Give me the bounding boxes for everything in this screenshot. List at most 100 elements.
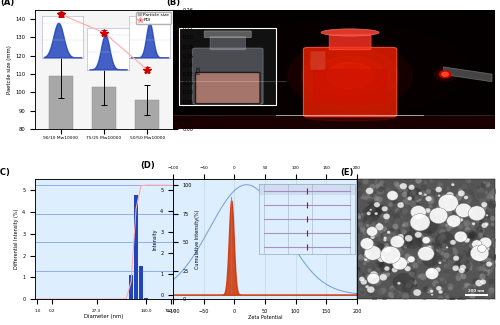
Point (426, 237, 434, 242)
Point (477, 228, 485, 233)
Point (456, 296, 464, 301)
Ellipse shape (434, 67, 456, 82)
Point (412, 231, 420, 236)
Point (444, 263, 452, 268)
Point (418, 190, 426, 196)
Circle shape (431, 294, 433, 296)
Circle shape (438, 194, 458, 212)
Point (393, 217, 401, 222)
Point (424, 211, 432, 216)
Point (393, 291, 401, 296)
Point (392, 290, 400, 295)
Point (415, 279, 423, 284)
Point (478, 233, 486, 239)
Circle shape (413, 289, 421, 296)
Point (365, 216, 373, 222)
Point (452, 201, 460, 206)
Point (366, 186, 374, 191)
Point (386, 248, 394, 253)
Ellipse shape (316, 56, 385, 95)
Point (399, 222, 407, 227)
Point (354, 181, 362, 186)
Point (400, 280, 408, 285)
Point (484, 199, 492, 204)
Point (356, 221, 364, 226)
Point (404, 200, 411, 205)
Point (435, 237, 443, 242)
Point (424, 194, 432, 200)
Point (466, 220, 474, 225)
Point (465, 286, 473, 291)
Point (392, 246, 400, 252)
Circle shape (464, 238, 469, 243)
Point (463, 238, 471, 243)
Point (378, 262, 386, 267)
Point (394, 247, 402, 252)
Circle shape (476, 280, 483, 286)
Point (414, 195, 422, 200)
Point (442, 267, 450, 272)
Point (482, 219, 490, 224)
Circle shape (436, 267, 440, 272)
Point (480, 267, 488, 273)
Point (432, 193, 440, 198)
Point (366, 290, 374, 295)
Point (438, 257, 446, 262)
Circle shape (370, 209, 372, 211)
Circle shape (364, 258, 367, 261)
Point (360, 217, 368, 223)
Circle shape (436, 286, 442, 291)
Point (406, 227, 414, 233)
Point (383, 279, 391, 284)
Point (485, 215, 493, 221)
Point (460, 253, 468, 258)
Point (432, 265, 440, 270)
FancyBboxPatch shape (180, 28, 276, 105)
Point (482, 206, 490, 212)
Point (433, 282, 441, 287)
Point (484, 257, 492, 262)
Point (392, 186, 400, 191)
Point (399, 228, 407, 233)
Point (444, 200, 452, 205)
Point (388, 230, 396, 235)
Point (444, 185, 452, 190)
Point (382, 267, 390, 273)
Point (486, 288, 494, 293)
Circle shape (459, 218, 463, 222)
Point (425, 231, 433, 236)
Point (462, 220, 469, 226)
Point (358, 290, 366, 295)
Point (354, 219, 362, 225)
Point (430, 274, 438, 279)
Point (432, 268, 440, 273)
Point (384, 271, 392, 277)
Point (390, 199, 398, 204)
Circle shape (376, 223, 384, 230)
Circle shape (438, 290, 442, 294)
Point (355, 266, 363, 271)
Point (384, 236, 392, 241)
Point (442, 256, 450, 262)
Point (363, 191, 371, 196)
Point (488, 196, 496, 201)
Point (462, 288, 470, 293)
Point (438, 292, 446, 297)
Point (430, 243, 438, 248)
Point (442, 292, 450, 298)
Point (412, 205, 420, 211)
Point (423, 225, 431, 230)
Point (478, 217, 486, 222)
Point (362, 223, 370, 228)
Point (491, 254, 499, 259)
Point (430, 218, 438, 223)
Point (399, 208, 407, 214)
Point (462, 210, 470, 215)
Point (448, 182, 456, 188)
Point (359, 211, 367, 216)
Point (370, 193, 378, 198)
Point (440, 199, 448, 204)
Circle shape (366, 285, 369, 288)
Point (464, 263, 472, 268)
Point (486, 192, 494, 197)
